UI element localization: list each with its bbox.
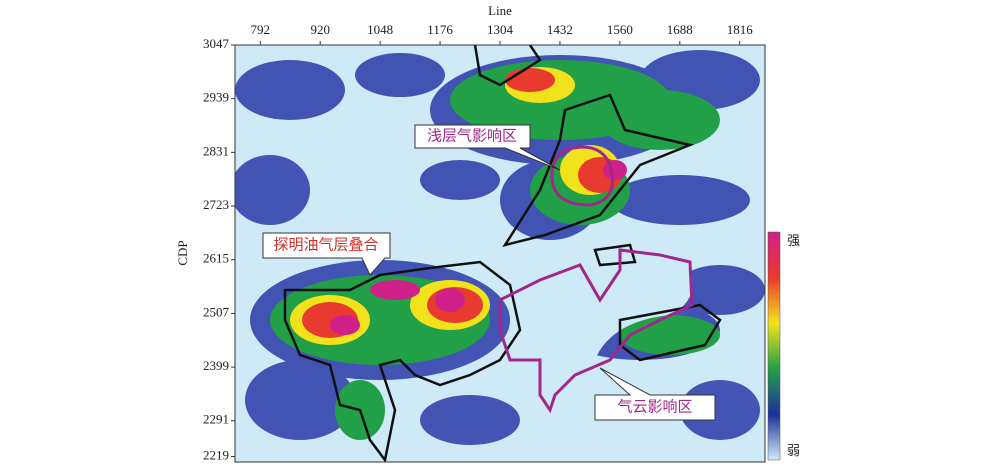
- annotation: 探明油气层叠合: [262, 232, 391, 276]
- x-axis-title: Line: [488, 3, 512, 18]
- annotation: 浅层气影响区: [414, 124, 561, 171]
- y-tick-label: 2723: [203, 197, 229, 212]
- x-tick-label: 1688: [667, 22, 693, 37]
- x-tick-label: 1304: [487, 22, 514, 37]
- x-tick-label: 1176: [427, 22, 453, 37]
- y-tick-label: 2939: [203, 90, 229, 105]
- annotation-text: 浅层气影响区: [427, 127, 517, 144]
- annotation-text: 气云影响区: [617, 398, 692, 415]
- y-tick-label: 2831: [203, 143, 229, 158]
- annotation-text: 探明油气层叠合: [273, 236, 378, 253]
- y-axis-title: CDP: [175, 240, 190, 265]
- colorbar-label: 弱: [787, 443, 800, 458]
- y-tick-label: 2399: [203, 358, 229, 373]
- colorbar: [767, 231, 781, 461]
- x-tick-label: 792: [251, 22, 271, 37]
- x-tick-label: 920: [310, 22, 330, 37]
- annotation: 气云影响区: [594, 367, 716, 421]
- y-tick-label: 2615: [203, 251, 229, 266]
- x-tick-label: 1560: [607, 22, 633, 37]
- colorbar-label: 强: [787, 233, 800, 248]
- y-tick-label: 2507: [203, 304, 230, 319]
- y-tick-label: 2219: [203, 448, 229, 463]
- x-tick-label: 1432: [547, 22, 573, 37]
- y-tick-label: 3047: [203, 36, 230, 51]
- y-tick-label: 2291: [203, 412, 229, 427]
- seismic-map: [235, 45, 765, 462]
- x-tick-label: 1048: [367, 22, 393, 37]
- x-tick-label: 1816: [727, 22, 754, 37]
